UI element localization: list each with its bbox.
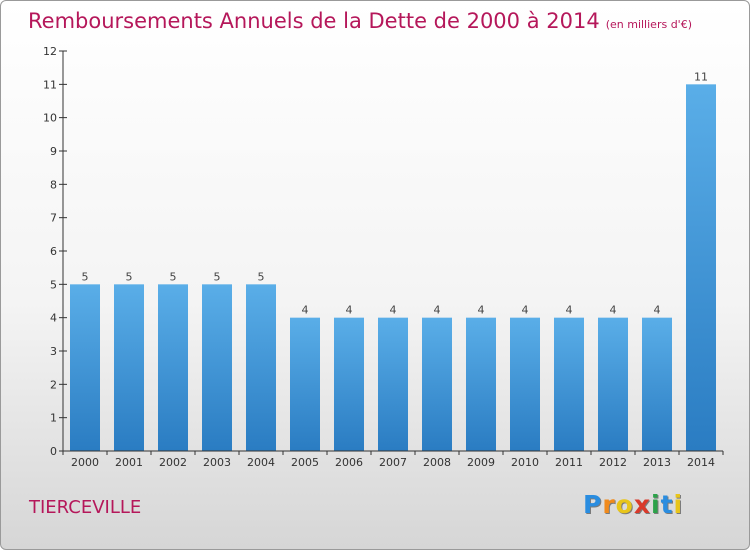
y-tick-label-2: 2 [50, 378, 57, 391]
y-tick-label-6: 6 [50, 245, 57, 258]
proxiti-logo: Proxiti [583, 490, 683, 519]
data-label-2008: 4 [434, 304, 441, 317]
data-label-2001: 5 [126, 270, 133, 283]
chart-title-text: Remboursements Annuels de la Dette de 20… [28, 9, 600, 33]
y-tick-label-11: 11 [43, 78, 57, 91]
logo-letter: i [651, 490, 661, 519]
y-tick-label-8: 8 [50, 178, 57, 191]
logo-letter: P [583, 490, 603, 519]
commune-name: TIERCEVILLE [29, 497, 142, 518]
x-tick-label-2013: 2013 [643, 456, 671, 469]
data-label-2005: 4 [302, 304, 309, 317]
x-tick-label-2011: 2011 [555, 456, 583, 469]
y-tick-label-7: 7 [50, 212, 57, 225]
data-label-2012: 4 [610, 304, 617, 317]
x-tick-label-2003: 2003 [203, 456, 231, 469]
bar-2001 [114, 284, 144, 451]
x-tick-label-2000: 2000 [71, 456, 99, 469]
bar-2011 [554, 317, 584, 451]
data-label-2010: 4 [522, 304, 529, 317]
data-label-2004: 5 [258, 270, 265, 283]
bar-2013 [642, 317, 672, 451]
data-label-2013: 4 [654, 304, 661, 317]
bar-2002 [158, 284, 188, 451]
data-label-2011: 4 [566, 304, 573, 317]
chart-title: Remboursements Annuels de la Dette de 20… [28, 9, 692, 33]
x-tick-label-2005: 2005 [291, 456, 319, 469]
bar-2012 [598, 317, 628, 451]
bar-2000 [70, 284, 100, 451]
logo-letter: i [673, 490, 684, 519]
bar-2008 [422, 317, 452, 451]
data-label-2006: 4 [346, 304, 353, 317]
y-tick-label-5: 5 [50, 278, 57, 291]
y-tick-label-0: 0 [50, 445, 57, 458]
x-tick-label-2014: 2014 [687, 456, 715, 469]
bar-2004 [246, 284, 276, 451]
bar-2005 [290, 317, 320, 451]
x-tick-label-2001: 2001 [115, 456, 143, 469]
bar-2003 [202, 284, 232, 451]
x-tick-label-2007: 2007 [379, 456, 407, 469]
logo-letter: o [615, 490, 634, 519]
bar-2014 [686, 84, 716, 451]
data-label-2014: 11 [694, 70, 708, 83]
x-tick-label-2006: 2006 [335, 456, 363, 469]
y-tick-label-1: 1 [50, 412, 57, 425]
data-label-2002: 5 [170, 270, 177, 283]
bar-2006 [334, 317, 364, 451]
x-tick-label-2002: 2002 [159, 456, 187, 469]
y-tick-label-3: 3 [50, 345, 57, 358]
logo-letter: x [633, 490, 651, 519]
data-label-2009: 4 [478, 304, 485, 317]
logo-letter: r [602, 490, 616, 519]
y-tick-label-12: 12 [43, 45, 57, 58]
logo-letter: t [660, 490, 674, 519]
x-tick-label-2008: 2008 [423, 456, 451, 469]
data-label-2003: 5 [214, 270, 221, 283]
bar-2010 [510, 317, 540, 451]
bar-2007 [378, 317, 408, 451]
x-tick-label-2010: 2010 [511, 456, 539, 469]
chart-unit: (en milliers d'€) [605, 18, 692, 31]
x-tick-label-2009: 2009 [467, 456, 495, 469]
y-tick-label-4: 4 [50, 312, 57, 325]
x-tick-label-2004: 2004 [247, 456, 275, 469]
data-label-2000: 5 [82, 270, 89, 283]
data-label-2007: 4 [390, 304, 397, 317]
x-tick-label-2012: 2012 [599, 456, 627, 469]
y-tick-label-9: 9 [50, 145, 57, 158]
bar-2009 [466, 317, 496, 451]
y-tick-label-10: 10 [43, 112, 57, 125]
